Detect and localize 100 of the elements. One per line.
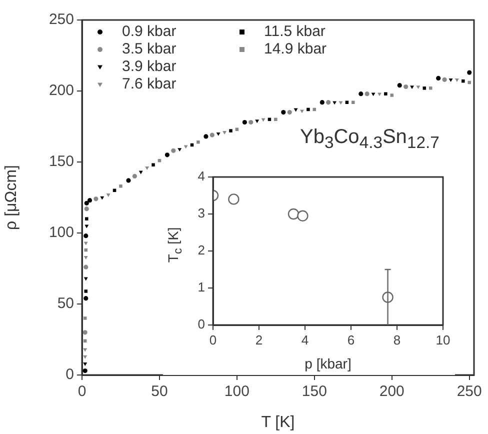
point [326, 100, 331, 105]
point [294, 108, 298, 112]
x-tick-label: 10 [436, 332, 450, 348]
point [164, 152, 170, 158]
point [84, 256, 88, 260]
point [242, 120, 247, 125]
x-tick-label: 100 [224, 383, 250, 400]
point [255, 120, 260, 124]
y-tick-label: 0 [66, 366, 74, 384]
y-tick-label: 50 [57, 295, 74, 312]
point [119, 184, 122, 188]
y-tick-label: 4 [198, 168, 205, 184]
y-axis-title: ρ [μΩcm] [3, 165, 20, 230]
point [84, 290, 88, 293]
point [248, 120, 254, 125]
point [83, 362, 88, 366]
point [320, 100, 324, 105]
point [345, 100, 349, 104]
point [338, 101, 343, 105]
point [204, 134, 208, 139]
point [332, 101, 337, 105]
point [100, 196, 104, 200]
x-tick-label: 0 [78, 383, 86, 400]
point [436, 76, 441, 81]
point [352, 100, 355, 104]
point [83, 316, 87, 320]
point [87, 198, 92, 203]
point [377, 92, 382, 96]
point [448, 78, 453, 82]
point [384, 92, 388, 96]
x-tick-label: 4 [301, 332, 309, 348]
point [82, 368, 88, 374]
point [297, 210, 308, 222]
point [85, 217, 88, 220]
x-tick-label: 0 [209, 332, 217, 348]
point [126, 178, 131, 183]
point [94, 196, 98, 202]
point [228, 194, 240, 205]
legend-label: 3.9 kbar [122, 58, 176, 76]
y-tick-label: 0 [198, 316, 205, 332]
legend-label: 11.5 kbar [264, 23, 326, 40]
x-tick-label: 250 [456, 383, 482, 400]
point [287, 110, 292, 115]
point [83, 355, 88, 359]
point [229, 129, 232, 132]
point [274, 118, 278, 122]
y-tick-label: 200 [48, 82, 74, 100]
point [132, 174, 137, 178]
x-tick-label: 200 [379, 383, 404, 400]
point [235, 128, 239, 131]
point [358, 92, 364, 96]
point [216, 132, 220, 136]
point [152, 163, 155, 166]
point [196, 140, 200, 144]
point [410, 86, 414, 90]
y-tick-label: 3 [198, 206, 205, 221]
y-tick-label: 100 [48, 224, 74, 242]
point [171, 148, 176, 153]
point [462, 79, 465, 83]
point [468, 80, 471, 84]
legend-label: 3.5 kbar [122, 40, 176, 58]
point [416, 86, 420, 90]
point [428, 86, 432, 90]
x-tick-label: 150 [302, 383, 327, 400]
point [442, 77, 447, 82]
x-axis-title: T [K] [261, 414, 295, 431]
x-tick-label: 50 [151, 383, 168, 400]
y-tick-label: 2 [198, 242, 205, 258]
point [454, 78, 459, 82]
y-tick-label: 1 [198, 280, 205, 295]
point [467, 70, 472, 75]
x-axis-title: p [kbar] [304, 355, 352, 372]
point [404, 84, 408, 90]
annotation: Yb$_{3}$Co$_{4.3}$Sn$_{12.7}$ [300, 126, 440, 153]
legend-label: 14.9 kbar [264, 40, 327, 58]
x-tick-label: 2 [255, 332, 263, 348]
point [288, 208, 300, 220]
point [82, 330, 88, 335]
point [306, 108, 310, 112]
point [84, 234, 88, 238]
point [397, 83, 402, 88]
point [84, 248, 88, 252]
point [371, 92, 376, 96]
point [300, 110, 304, 114]
point [210, 132, 214, 138]
point [178, 148, 182, 152]
y-tick-label: 150 [48, 153, 74, 170]
y-tick-label: 250 [48, 11, 74, 28]
point [84, 296, 88, 301]
point [84, 200, 89, 206]
point [422, 86, 426, 90]
point [364, 92, 370, 96]
legend-label: 7.6 kbar [122, 76, 176, 93]
x-tick-label: 6 [347, 332, 355, 348]
point [390, 94, 394, 97]
point [281, 110, 286, 115]
point [106, 194, 110, 197]
point [145, 166, 150, 170]
point [84, 206, 89, 212]
point [222, 131, 227, 134]
